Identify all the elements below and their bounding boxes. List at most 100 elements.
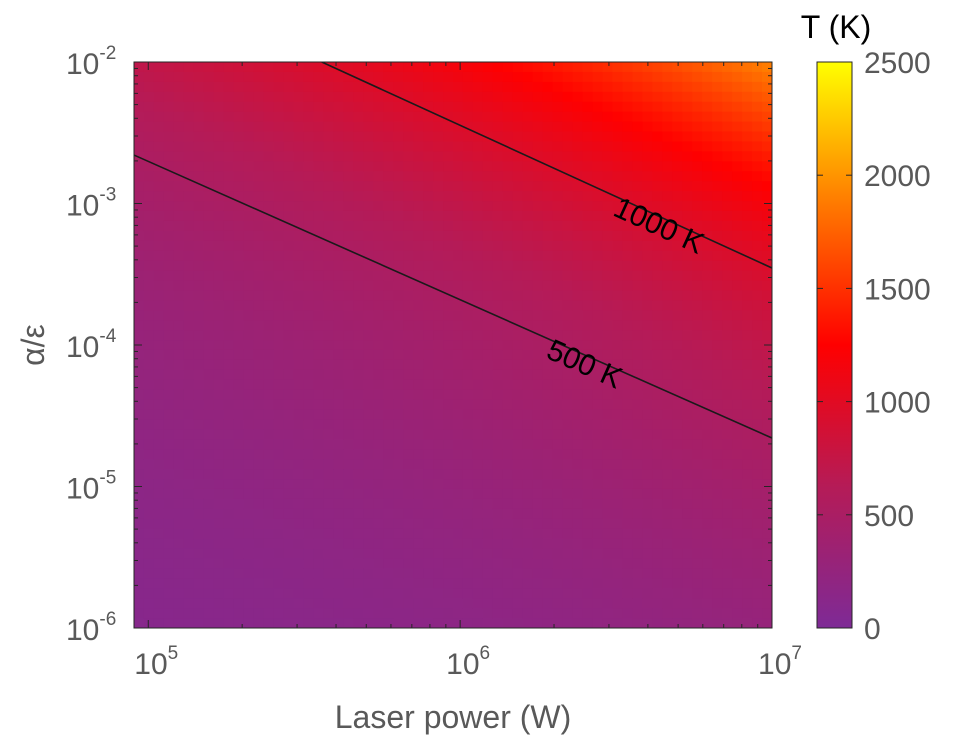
heatmap-cell [443, 528, 454, 540]
heatmap-cell [462, 469, 474, 480]
heatmap-cell [303, 399, 315, 411]
heatmap-cell [602, 479, 614, 490]
heatmap-cell [413, 201, 424, 212]
heatmap-cell [742, 518, 753, 530]
heatmap-cell [722, 210, 733, 222]
heatmap-cell [472, 538, 484, 550]
heatmap-cell [482, 201, 494, 212]
heatmap-cell [582, 191, 594, 202]
heatmap-cell [482, 300, 494, 311]
heatmap-cell [722, 220, 733, 232]
heatmap-cell [183, 270, 195, 282]
heatmap-cell [413, 270, 424, 282]
heatmap-cell [722, 369, 733, 381]
heatmap-cell [193, 349, 205, 361]
heatmap-cell [363, 191, 374, 202]
heatmap-cell [243, 449, 255, 460]
heatmap-cell [592, 498, 604, 510]
heatmap-cell [522, 260, 534, 272]
heatmap-cell [393, 379, 404, 391]
heatmap-cell [203, 399, 215, 411]
heatmap-cell [213, 220, 225, 232]
heatmap-cell [642, 260, 653, 272]
heatmap-cell [373, 439, 384, 450]
heatmap-cell [213, 548, 225, 560]
heatmap-cell [283, 101, 295, 113]
heatmap-cell [393, 399, 404, 411]
heatmap-cell [692, 369, 703, 381]
heatmap-cell [672, 389, 683, 401]
heatmap-cell [263, 568, 275, 579]
heatmap-cell [542, 419, 554, 430]
heatmap-cell [462, 260, 474, 272]
heatmap-cell [502, 151, 514, 162]
heatmap-cell [253, 608, 265, 619]
heatmap-cell [363, 369, 374, 381]
heatmap-cell [602, 240, 614, 252]
heatmap-cell [263, 330, 275, 341]
heatmap-cell [632, 191, 644, 202]
heatmap-cell [482, 141, 494, 152]
heatmap-cell [423, 459, 434, 470]
heatmap-cell [273, 349, 285, 361]
heatmap-cell [383, 240, 394, 252]
heatmap-cell [642, 101, 653, 113]
heatmap-cell [203, 71, 215, 83]
heatmap-cell [223, 201, 235, 212]
heatmap-cell [383, 191, 394, 202]
heatmap-cell [243, 220, 255, 232]
heatmap-cell [672, 528, 683, 540]
heatmap-cell [692, 300, 703, 311]
heatmap-cell [482, 578, 494, 589]
heatmap-cell [173, 598, 185, 609]
heatmap-cell [702, 389, 713, 401]
heatmap-cell [403, 548, 414, 560]
heatmap-cell [622, 538, 634, 550]
heatmap-cell [363, 340, 374, 351]
heatmap-cell [662, 81, 673, 93]
heatmap-cell [602, 389, 614, 401]
heatmap-cell [353, 270, 364, 282]
heatmap-cell [722, 71, 733, 83]
heatmap-cell [263, 548, 275, 560]
heatmap-cell [134, 250, 145, 262]
heatmap-cell [672, 320, 683, 331]
heatmap-cell [502, 330, 514, 341]
heatmap-cell [602, 538, 614, 550]
heatmap-cell [393, 171, 404, 182]
heatmap-cell [313, 548, 325, 560]
heatmap-cell [134, 270, 145, 282]
heatmap-cell [143, 151, 155, 162]
heatmap-cell [762, 300, 772, 311]
heatmap-cell [752, 459, 763, 470]
heatmap-cell [333, 300, 344, 311]
heatmap-cell [572, 91, 584, 103]
heatmap-cell [163, 151, 175, 162]
heatmap-cell [173, 81, 185, 93]
heatmap-cell [263, 498, 275, 510]
heatmap-cell [363, 181, 374, 192]
heatmap-cell [223, 280, 235, 291]
heatmap-cell [213, 91, 225, 103]
heatmap-cell [203, 379, 215, 391]
heatmap-cell [732, 359, 743, 371]
heatmap-cell [453, 71, 464, 83]
heatmap-cell [393, 340, 404, 351]
heatmap-cell [642, 498, 653, 510]
heatmap-cell [373, 71, 384, 83]
heatmap-cell [462, 588, 474, 599]
heatmap-cell [393, 300, 404, 311]
heatmap-cell [383, 389, 394, 401]
heatmap-cell [323, 131, 334, 143]
heatmap-cell [662, 62, 673, 73]
heatmap-cell [203, 359, 215, 371]
heatmap-cell [752, 340, 763, 351]
heatmap-cell [283, 588, 295, 599]
heatmap-cell [273, 300, 285, 311]
heatmap-cell [233, 618, 245, 628]
heatmap-cell [702, 131, 713, 143]
heatmap-cell [303, 459, 315, 470]
heatmap-cell [453, 141, 464, 152]
heatmap-cell [273, 578, 285, 589]
heatmap-cell [762, 429, 772, 440]
